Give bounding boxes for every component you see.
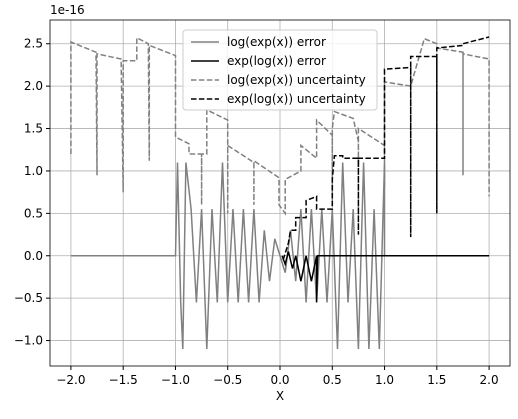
y-tick-label: 1.0 bbox=[24, 164, 43, 178]
legend-label: log(exp(x)) uncertainty bbox=[227, 73, 366, 87]
y-tick-label: 2.5 bbox=[24, 37, 43, 51]
y-tick-label: 1.5 bbox=[24, 122, 43, 136]
series-line bbox=[70, 162, 490, 350]
legend-label: log(exp(x)) error bbox=[227, 35, 326, 49]
series-line bbox=[282, 36, 490, 261]
x-axis-label: X bbox=[276, 389, 284, 403]
series-line bbox=[70, 36, 490, 216]
legend-box bbox=[182, 29, 378, 111]
y-tick-label: 0.0 bbox=[24, 249, 43, 263]
offset-text: 1e-16 bbox=[50, 3, 85, 17]
y-tick-label: 2.0 bbox=[24, 79, 43, 93]
x-tick-label: 1.0 bbox=[375, 373, 394, 387]
x-tick-label: −0.5 bbox=[213, 373, 242, 387]
y-tick-label: −1.0 bbox=[14, 334, 43, 348]
y-tick-label: −0.5 bbox=[14, 291, 43, 305]
legend-label: exp(log(x)) uncertainty bbox=[227, 92, 366, 106]
x-tick-label: −2.0 bbox=[56, 373, 85, 387]
x-tick-label: 2.0 bbox=[480, 373, 499, 387]
legend-label: exp(log(x)) error bbox=[227, 54, 326, 68]
y-tick-label: 0.5 bbox=[24, 206, 43, 220]
x-tick-label: 0.0 bbox=[270, 373, 289, 387]
x-tick-label: 1.5 bbox=[427, 373, 446, 387]
x-tick-label: −1.5 bbox=[109, 373, 138, 387]
x-tick-label: 0.5 bbox=[323, 373, 342, 387]
series-line bbox=[281, 251, 490, 303]
legend: log(exp(x)) error exp(log(x)) error log(ex… bbox=[182, 29, 378, 111]
x-tick-label: −1.0 bbox=[161, 373, 190, 387]
plot-frame bbox=[49, 19, 511, 367]
